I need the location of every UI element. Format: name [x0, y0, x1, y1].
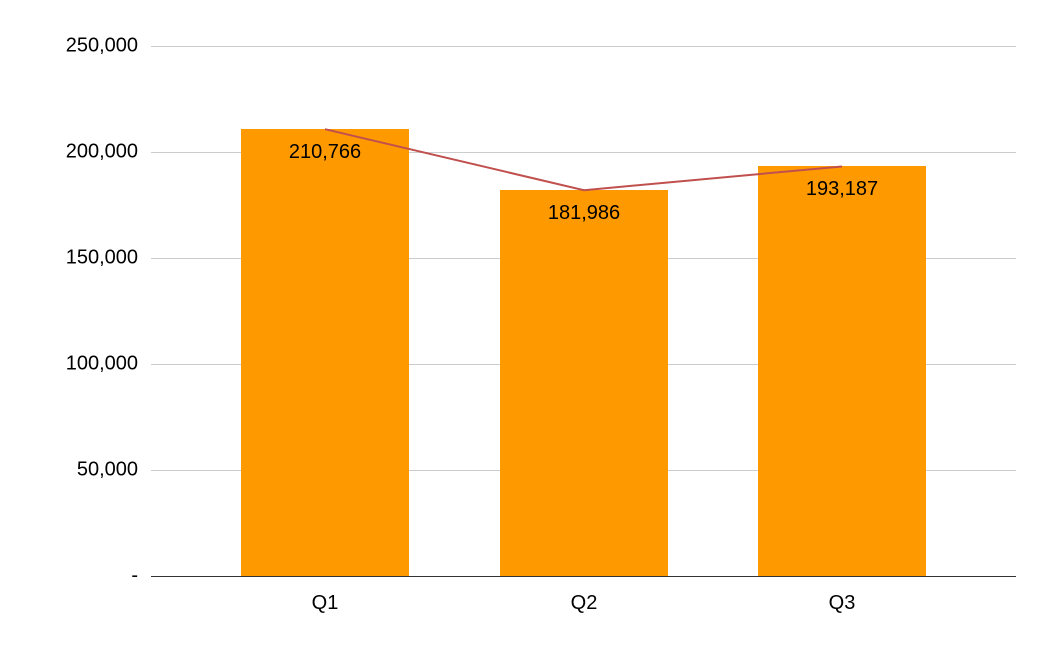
- bar-q3: [758, 166, 926, 576]
- data-label: 210,766: [288, 141, 362, 164]
- x-tick-label: Q1: [311, 592, 339, 614]
- x-tick-label: Q2: [570, 592, 598, 614]
- x-tick-label: Q3: [828, 592, 856, 614]
- x-axis-line: [151, 576, 1016, 577]
- data-label: 193,187: [805, 178, 879, 201]
- gridline: [151, 152, 1016, 153]
- bar-q2: [500, 190, 668, 576]
- y-tick-label: 200,000: [65, 140, 138, 163]
- y-tick-label: 250,000: [65, 34, 138, 57]
- data-label: 181,986: [547, 202, 621, 225]
- y-tick-label: 100,000: [65, 352, 138, 375]
- y-tick-label: -: [131, 564, 138, 587]
- y-tick-label: 50,000: [76, 458, 138, 481]
- gridline: [151, 46, 1016, 47]
- y-tick-label: 150,000: [65, 246, 138, 269]
- bar-q1: [241, 129, 409, 576]
